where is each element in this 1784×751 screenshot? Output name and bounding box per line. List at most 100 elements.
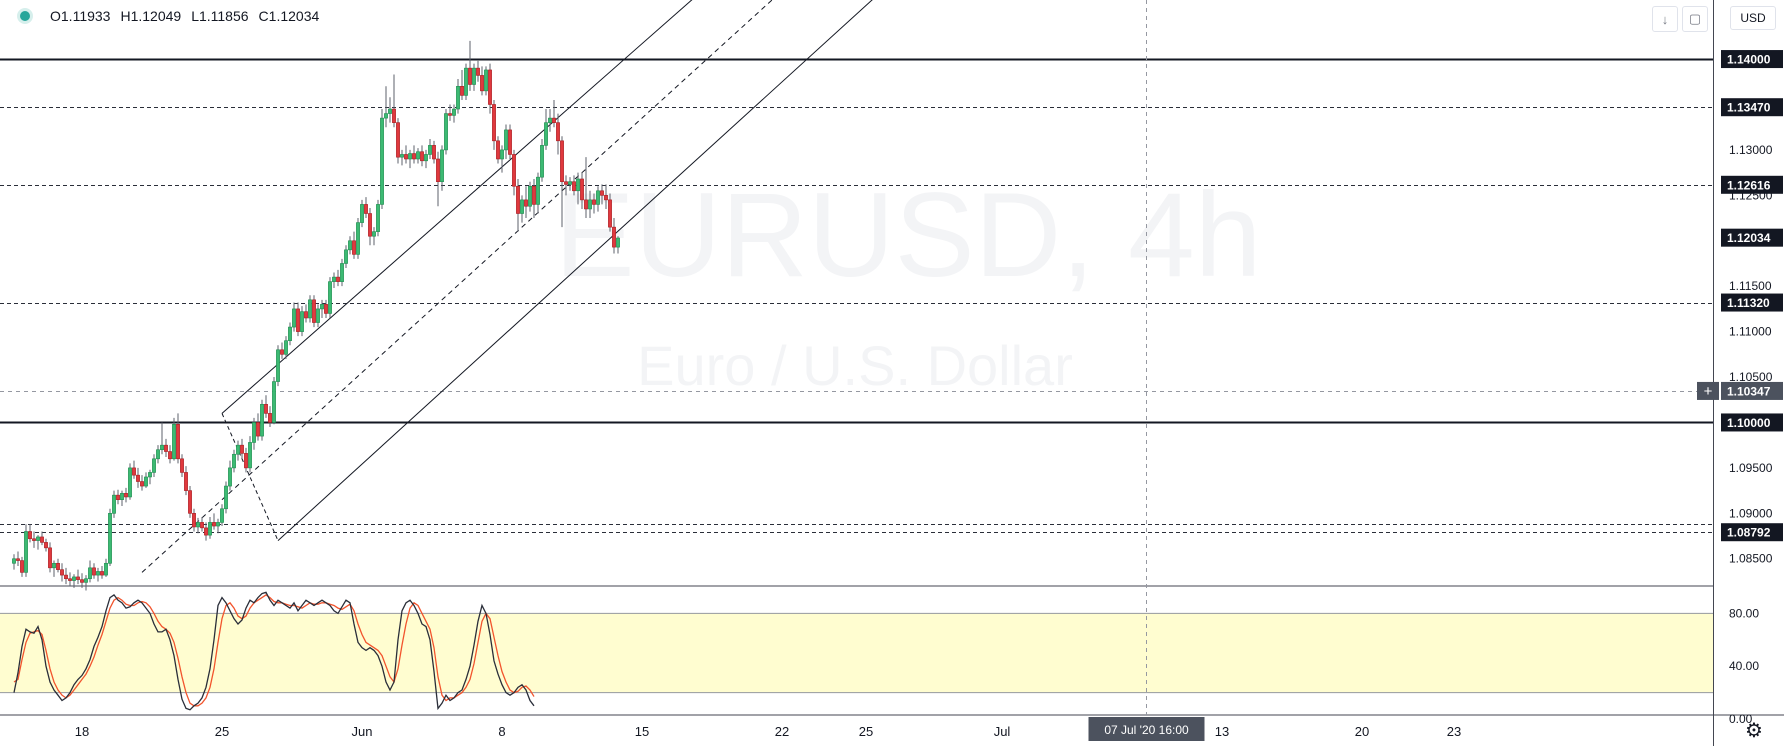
- candle-body-up: [276, 349, 280, 382]
- price-label-badge: [1721, 381, 1783, 400]
- price-label-badge: [1721, 523, 1783, 542]
- candle: [612, 218, 616, 254]
- candle-body-up: [24, 531, 28, 573]
- candle-body-up: [232, 453, 236, 469]
- candle-body-down: [304, 311, 308, 319]
- candle-body-up: [332, 276, 336, 282]
- candle: [72, 574, 76, 588]
- candle: [416, 148, 420, 164]
- currency-label[interactable]: USD: [1730, 6, 1776, 30]
- candle: [56, 558, 60, 573]
- candle: [140, 475, 144, 491]
- candle-body-down: [516, 185, 520, 214]
- candle-body-up: [112, 494, 116, 514]
- candle-body-down: [364, 204, 368, 214]
- fullscreen-icon[interactable]: ▢: [1682, 6, 1708, 32]
- candle: [104, 558, 108, 577]
- candle: [196, 517, 200, 534]
- candle: [412, 145, 416, 164]
- candle: [108, 508, 112, 567]
- price-tick-label: 1.09500: [1729, 461, 1773, 475]
- channel-upper-line: [221, 0, 693, 414]
- candle-body-down: [396, 122, 400, 158]
- candle-body-down: [64, 574, 68, 580]
- candle: [372, 227, 376, 246]
- candle-body-up: [208, 522, 212, 536]
- crosshair-add-badge: [1697, 381, 1719, 400]
- candle-body-up: [224, 485, 228, 510]
- candle: [120, 490, 124, 507]
- candle: [336, 269, 340, 287]
- candle: [408, 149, 412, 169]
- candle-body-up: [456, 86, 460, 110]
- candle-body-up: [440, 149, 444, 183]
- price-label: 1.10000: [1727, 416, 1771, 430]
- candle-body-down: [16, 558, 20, 561]
- candle: [568, 177, 572, 191]
- candle-body-down: [468, 67, 472, 85]
- candle-body-up: [504, 129, 508, 151]
- candle: [244, 447, 248, 473]
- candle-body-down: [476, 67, 480, 76]
- symbol-watermark: EURUSD, 4h Euro / U.S. Dollar: [555, 168, 1262, 397]
- candle-body-down: [132, 467, 136, 476]
- candle-body-down: [368, 213, 372, 237]
- candle: [500, 145, 504, 173]
- candle: [200, 516, 204, 532]
- candle: [216, 518, 220, 534]
- candle: [552, 99, 556, 128]
- candle-body-down: [608, 199, 612, 228]
- price-axis[interactable]: 1.130001.125001.115001.110001.105001.095…: [1697, 50, 1783, 566]
- candle: [444, 109, 448, 155]
- candle: [296, 302, 300, 337]
- candle-body-down: [76, 576, 80, 580]
- candle: [564, 175, 568, 196]
- horizontal-lines: [0, 58, 1713, 533]
- crosshair-time-label: 07 Jul '20 16:00: [1104, 723, 1189, 737]
- time-tick-label: 18: [75, 724, 89, 739]
- price-tick-label: 1.11500: [1729, 279, 1772, 293]
- candle: [212, 513, 216, 530]
- candle: [68, 572, 72, 586]
- price-label: 1.12034: [1727, 231, 1771, 245]
- time-tick-label: 8: [498, 724, 505, 739]
- gear-icon[interactable]: ⚙: [1745, 720, 1763, 742]
- candle: [460, 69, 464, 100]
- candle-body-down: [392, 108, 396, 123]
- candle-body-down: [240, 444, 244, 454]
- candle-body-up: [616, 237, 620, 248]
- candle: [348, 236, 352, 255]
- candle: [176, 413, 180, 464]
- candle-body-down: [604, 195, 608, 201]
- price-label: 1.10347: [1727, 384, 1771, 398]
- candle-body-up: [360, 204, 364, 223]
- candle-body-up: [340, 263, 344, 282]
- arrow-down-icon[interactable]: ↓: [1652, 6, 1678, 32]
- candle-body-down: [436, 158, 440, 183]
- candle-body-down: [580, 178, 584, 201]
- candle-body-down: [492, 104, 496, 142]
- candle: [112, 490, 116, 518]
- candle-body-down: [460, 86, 464, 96]
- candle-body-up: [144, 476, 148, 487]
- price-label-badge: [1721, 293, 1783, 312]
- candle: [76, 569, 80, 585]
- candle-body-down: [420, 151, 424, 162]
- candle-body-down: [324, 304, 328, 314]
- candle: [340, 258, 344, 287]
- candle-body-up: [484, 69, 488, 92]
- candle-body-up: [416, 151, 420, 160]
- candle-body-up: [288, 326, 292, 341]
- price-label: 1.12616: [1727, 178, 1771, 192]
- candle-body-up: [108, 513, 112, 564]
- candle-body-up: [568, 181, 572, 185]
- candle-body-up: [424, 154, 428, 162]
- time-axis[interactable]: 07 Jul '20 16:00 18 25 Jun 8 15 22 25 Jul 13 20 23: [75, 717, 1461, 741]
- stochastic-pane: 80.00 40.00 0.00: [0, 591, 1759, 726]
- candle-body-up: [36, 536, 40, 541]
- candle-body-up: [588, 199, 592, 210]
- candle: [124, 487, 128, 503]
- candle: [388, 97, 392, 123]
